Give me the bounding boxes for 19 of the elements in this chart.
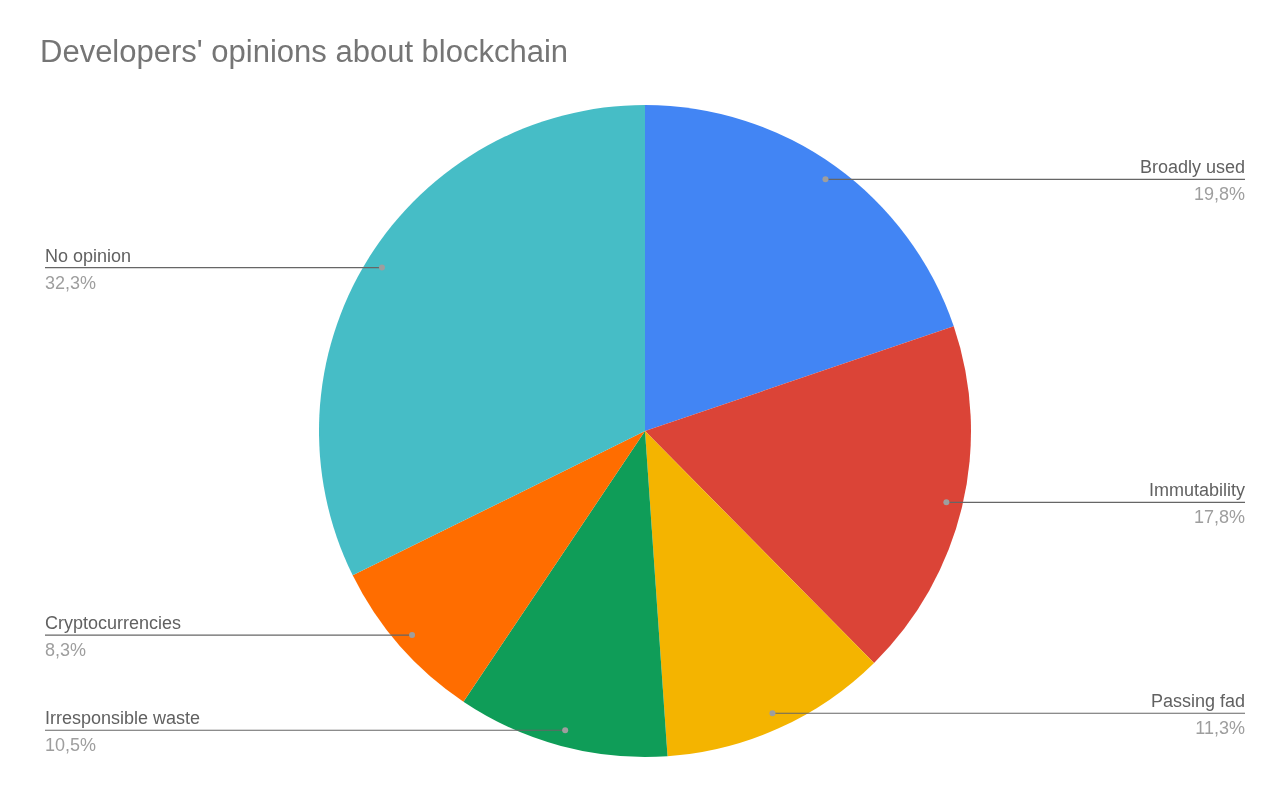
slice-label: Irresponsible waste xyxy=(45,708,201,729)
pie-slice xyxy=(645,326,971,663)
data-label: 10,5% xyxy=(45,735,97,756)
slice-label: Immutability xyxy=(1148,480,1245,501)
data-label: 17,8% xyxy=(1193,507,1245,528)
data-label: 8,3% xyxy=(45,640,87,661)
chart-title: Developers' opinions about blockchain xyxy=(40,34,569,70)
data-label: 11,3% xyxy=(1195,718,1245,739)
pie-slice xyxy=(319,105,645,576)
pie-slice xyxy=(352,431,645,702)
pie-slice xyxy=(645,431,875,757)
data-label: 19,8% xyxy=(1193,184,1245,205)
slice-label: Passing fad xyxy=(1150,691,1245,712)
slice-label: No opinion xyxy=(45,245,132,266)
slice-label: Cryptocurrencies xyxy=(45,613,182,634)
data-label: 32,3% xyxy=(45,272,97,293)
pie-slice xyxy=(463,431,668,757)
slice-label: Broadly used xyxy=(1139,157,1245,178)
pie-slice xyxy=(645,105,954,431)
